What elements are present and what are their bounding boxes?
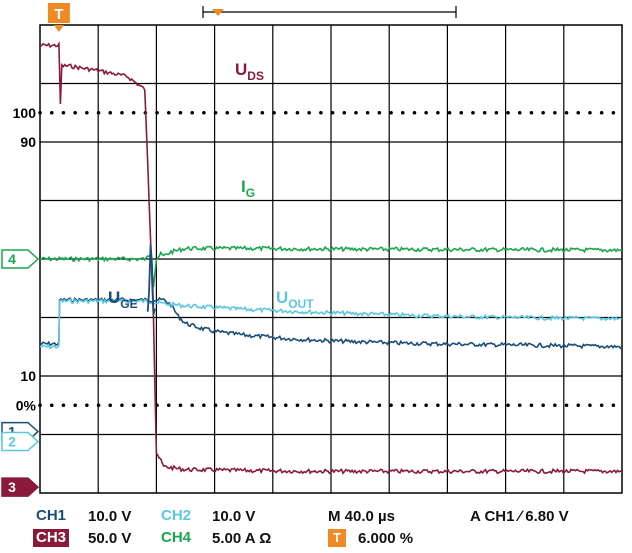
trace-ch3 [39,41,623,475]
ch3-scale: 50.0 V [88,530,132,547]
ch4-scale: 5.00 A Ω [212,530,272,547]
axis-label: 10 [20,368,36,384]
ch1-label: CH1 [36,507,67,524]
trigger-position: 6.000 % [358,530,414,547]
ch3-label: CH3 [33,529,70,547]
channel-marker-text-ch2: 2 [8,434,16,450]
status-row-1: CH1 10.0 V CH2 10.0 V M 40.0 µs A CH1 ∕ … [0,507,632,529]
channel-marker-ch4 [1,249,40,269]
trigger-position-icon: T [328,529,346,547]
axis-label: 100 [13,105,37,121]
ch2-label: CH2 [161,507,192,524]
status-row-2: CH3 50.0 V CH4 5.00 A Ω T 6.000 % [0,529,632,551]
axis-label: 0% [16,397,37,413]
axis-label: 90 [20,134,36,150]
trigger-marker-text: T [54,6,63,23]
channel-marker-ch2 [1,431,40,452]
timebase: M 40.0 µs [328,508,396,525]
trigger-marker [47,3,70,23]
trace-spike-ch1 [146,244,156,315]
trace-ch4 [39,245,623,288]
channel-marker-text-ch3: 3 [8,479,16,495]
trigger-pointer [53,25,64,32]
status-bar: CH1 10.0 V CH2 10.0 V M 40.0 µs A CH1 ∕ … [0,500,632,553]
trace-ch2 [39,298,623,350]
record-position-marker [212,9,224,16]
channel-marker-text-ch1: 1 [8,424,16,440]
channel-marker-ch3 [1,477,40,497]
ch2-scale: 10.0 V [212,508,256,525]
trigger-setting: A CH1 ∕ 6.80 V [470,508,569,525]
ch4-label: CH4 [161,529,192,546]
ch1-scale: 10.0 V [88,508,132,525]
channel-marker-text-ch4: 4 [8,251,16,267]
